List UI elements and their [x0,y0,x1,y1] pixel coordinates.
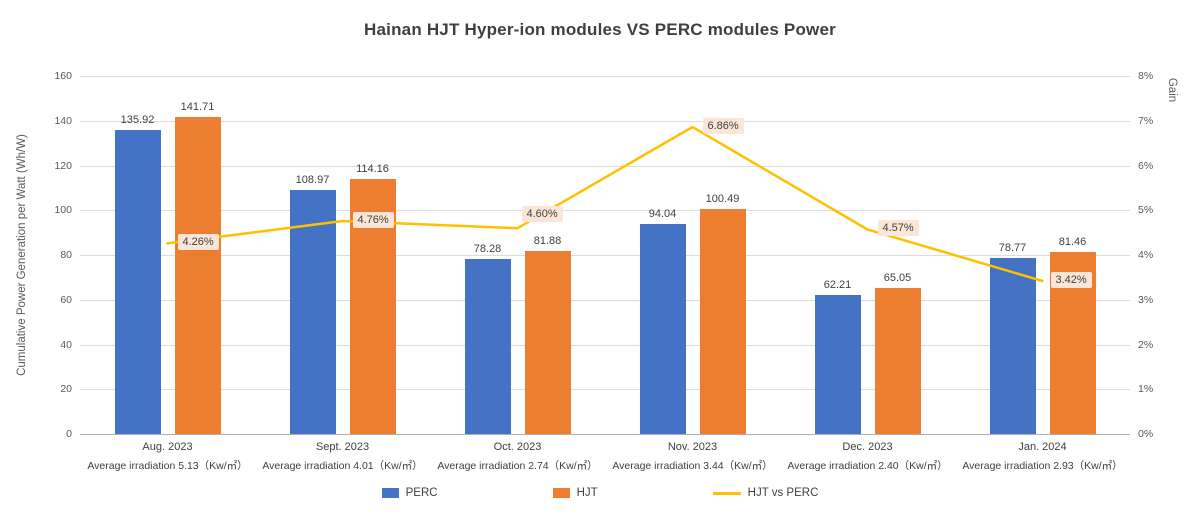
gridline [80,299,1130,301]
y2-axis-tick-label: 0% [1138,428,1154,440]
gridline [80,76,1130,77]
category-sublabel: Average irradiation 2.74（Kw/㎡） [437,460,598,472]
y-axis-tick-label: 60 [60,293,72,306]
category-sublabel: Average irradiation 5.13（Kw/㎡） [87,460,248,472]
bar-value-label: 135.92 [120,113,155,126]
gridline [80,165,1130,167]
gain-point-label: 4.57% [877,220,919,237]
y-axis-tick-label: 120 [54,159,72,172]
legend-item-perc: PERC [381,487,438,499]
y2-axis-tick-label: 7% [1138,114,1154,127]
category-label: Aug. 2023 [142,441,193,453]
bar-value-label: 62.21 [823,278,852,291]
y2-axis-tick-label: 1% [1138,383,1154,396]
bar-perc [639,223,686,434]
bar-value-label: 94.04 [648,207,677,220]
gridline [80,255,1130,256]
y-axis-tick-label: 100 [54,204,72,217]
bar-perc [814,294,861,434]
y-axis-tick-label: 140 [54,114,72,127]
bar-value-label: 141.71 [180,100,215,113]
bar-perc [289,190,336,434]
gain-point-label: 6.86% [702,118,744,134]
y-axis-tick-label: 0 [66,428,72,440]
legend-label-perc: PERC [405,487,438,499]
bar-value-label: 114.16 [356,162,389,175]
y2-axis-tick-label: 3% [1138,293,1154,306]
bar-hjt [874,288,921,434]
bar-hjt [524,250,571,434]
legend: PERC HJT HJT vs PERC [0,487,1200,499]
chart-title: Hainan HJT Hyper-ion modules VS PERC mod… [364,20,836,39]
gridline [80,120,1130,122]
category-label: Dec. 2023 [842,441,893,453]
category-label: Jan. 2024 [1018,441,1067,453]
bar-perc [989,257,1036,434]
bar-value-label: 78.77 [998,241,1027,254]
y-axis-tick-label: 160 [54,70,72,82]
y2-axis-tick-label: 8% [1138,70,1154,82]
gain-point-label: 4.76% [352,211,394,228]
y2-axis-tick-label: 6% [1138,159,1154,172]
y2-axis-tick-label: 2% [1138,338,1154,351]
y-axis-tick-label: 40 [60,338,72,351]
category-label: Oct. 2023 [493,441,542,453]
category-sublabel: Average irradiation 2.93（Kw/㎡） [962,460,1123,472]
bar-value-label: 65.05 [883,272,912,285]
bar-hjt [699,209,746,434]
bar-perc [464,258,511,434]
y2-axis-tick-label: 4% [1138,249,1154,261]
y-axis-tick-label: 20 [60,383,72,396]
bar-value-label: 108.97 [295,174,330,187]
category-sublabel: Average irradiation 4.01（Kw/㎡） [262,460,423,472]
legend-swatch-hjt [552,488,570,498]
legend-label-hjt-vs-perc: HJT vs PERC [747,487,819,499]
legend-label-hjt: HJT [576,487,598,499]
gain-point-label: 4.26% [177,234,219,251]
gridline [80,344,1130,346]
legend-item-hjt-vs-perc: HJT vs PERC [712,487,819,499]
category-label: Nov. 2023 [667,441,718,453]
bar-hjt [174,116,221,434]
bar-perc [114,129,161,434]
bar-value-label: 100.49 [705,193,740,206]
gain-point-label: 3.42% [1050,271,1092,288]
legend-item-hjt: HJT [552,487,598,499]
category-label: Sept. 2023 [315,441,370,453]
bar-value-label: 78.28 [473,242,502,255]
category-sublabel: Average irradiation 2.40（Kw/㎡） [787,460,948,472]
category-sublabel: Average irradiation 3.44（Kw/㎡） [612,460,773,472]
y2-axis-tick-label: 5% [1138,204,1154,217]
y-axis-tick-label: 80 [60,249,72,261]
gridline [80,210,1130,212]
gridline [80,434,1130,435]
gain-point-label: 4.60% [521,206,563,223]
bar-value-label: 81.88 [533,234,562,247]
legend-swatch-hjt-vs-perc [712,491,741,495]
bar-value-label: 81.46 [1058,235,1087,248]
y-axis-title: Cumulative Power Generation per Watt (Wh… [16,134,28,376]
gridline [80,389,1130,391]
legend-swatch-perc [381,488,399,498]
